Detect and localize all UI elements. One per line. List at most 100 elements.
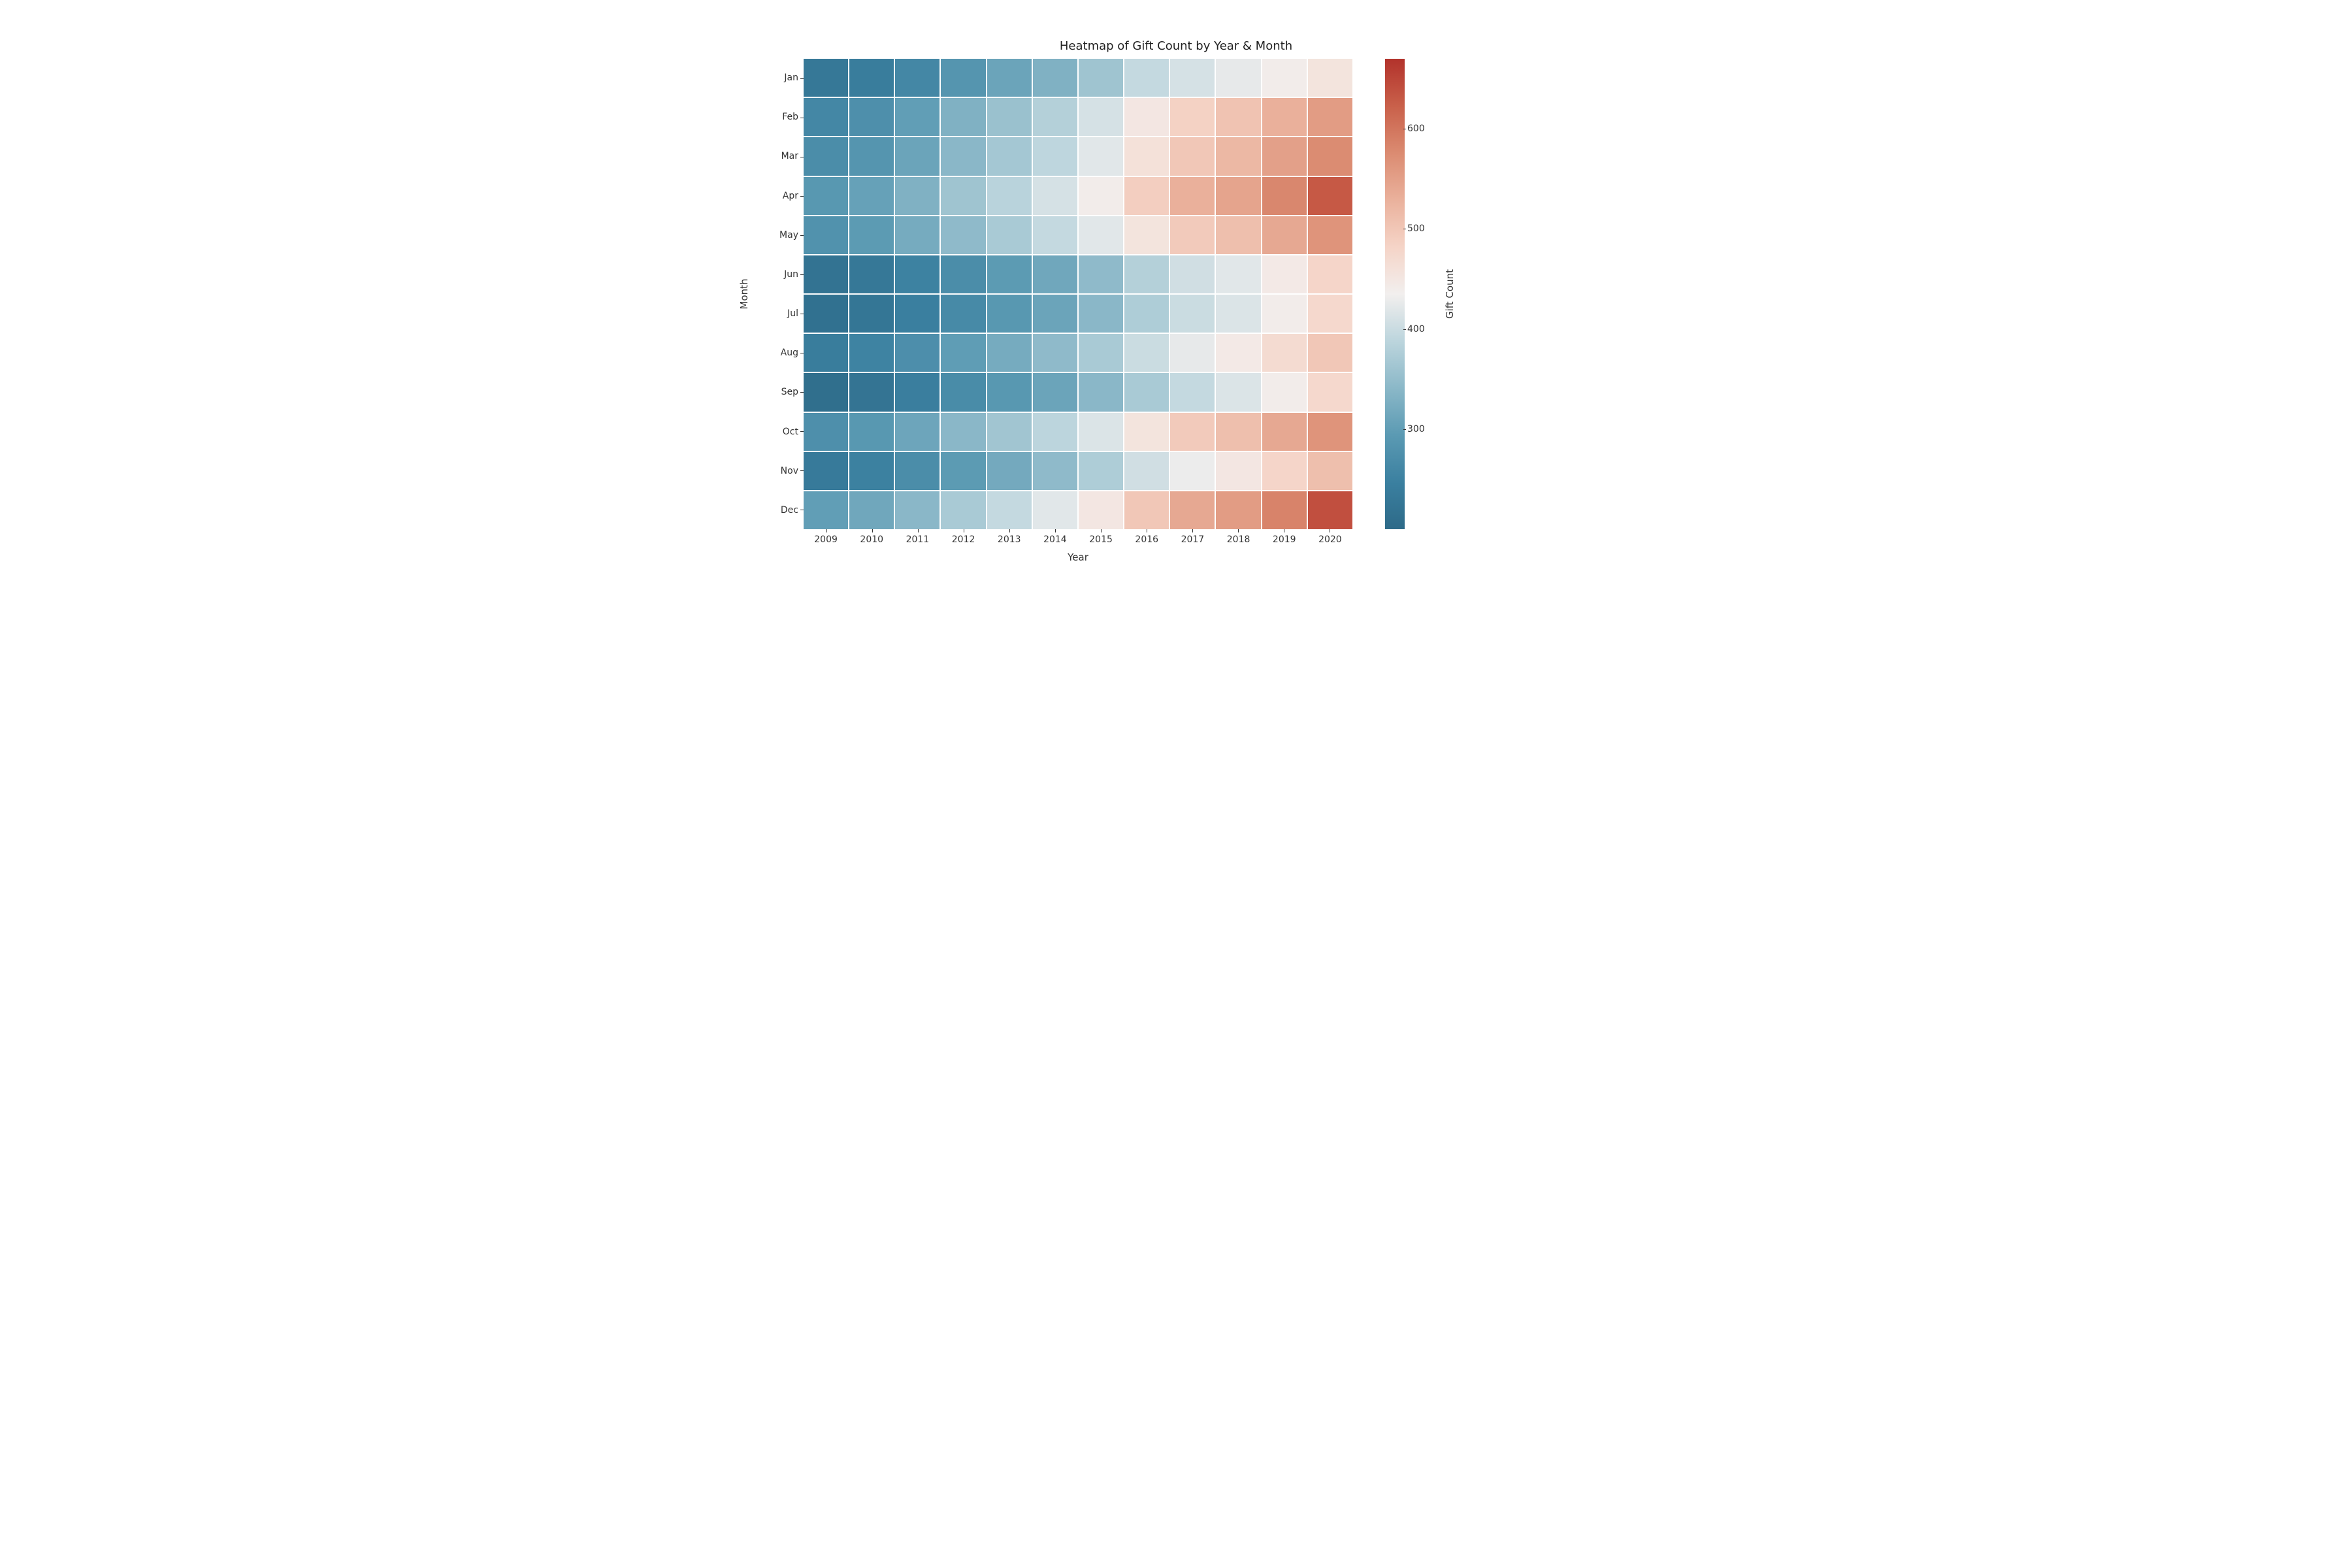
heatmap-cell [1124,137,1169,175]
heatmap-cell [895,59,939,97]
heatmap-cell [1124,255,1169,293]
heatmap-cell [1308,452,1352,490]
x-tick-label: 2012 [941,534,985,547]
colorbar-title: Gift Count [1444,59,1457,529]
y-tick-label: Mar [770,137,800,175]
heatmap-cell [1216,216,1260,254]
heatmap-cell [895,255,939,293]
heatmap-cell [1170,98,1215,136]
heatmap-cell [804,137,848,175]
heatmap-cell [1033,295,1077,333]
heatmap-cell [1262,452,1307,490]
heatmap-cell [804,452,848,490]
heatmap-cell [804,413,848,451]
colorbar-tick-label: 500 [1407,223,1425,234]
heatmap-cell [1170,137,1215,175]
heatmap-cell [1170,295,1215,333]
heatmap-cell [1079,373,1123,411]
heatmap-grid [804,59,1352,529]
heatmap-cell [849,59,894,97]
y-tick-label: Sep [770,373,800,411]
x-tick-label: 2013 [987,534,1032,547]
heatmap-cell [941,334,985,372]
heatmap-cell [1079,59,1123,97]
heatmap-cell [941,59,985,97]
heatmap-cell [1079,216,1123,254]
x-tick-label: 2019 [1262,534,1307,547]
heatmap-cell [1170,255,1215,293]
heatmap-cell [941,255,985,293]
heatmap-cell [1216,413,1260,451]
heatmap-cell [987,413,1032,451]
colorbar [1385,59,1405,529]
heatmap-cell [1308,334,1352,372]
heatmap-cell [895,216,939,254]
x-tick-label: 2014 [1033,534,1077,547]
heatmap-cell [1079,255,1123,293]
heatmap-cell [941,413,985,451]
heatmap-cell [1079,295,1123,333]
heatmap-cell [849,491,894,529]
heatmap-cell [1262,295,1307,333]
heatmap-cell [1170,491,1215,529]
heatmap-cell [987,59,1032,97]
x-tick-label: 2015 [1079,534,1123,547]
heatmap-cell [987,177,1032,215]
y-tick-label: Nov [770,452,800,490]
colorbar-gradient [1385,59,1405,529]
heatmap-cell [804,255,848,293]
heatmap-cell [895,295,939,333]
heatmap-cell [1033,98,1077,136]
heatmap-cell [1170,373,1215,411]
heatmap-cell [1262,255,1307,293]
y-tick-label: Apr [770,177,800,215]
heatmap-cell [1262,491,1307,529]
y-tick-label: May [770,216,800,254]
heatmap-cell [1033,491,1077,529]
heatmap-cell [849,373,894,411]
x-tick-label: 2016 [1124,534,1169,547]
heatmap-cell [1262,98,1307,136]
heatmap-cell [1308,255,1352,293]
heatmap-cell [804,334,848,372]
heatmap-cell [1308,177,1352,215]
heatmap-cell [849,413,894,451]
colorbar-tick-label: 400 [1407,324,1425,335]
heatmap-cell [1308,216,1352,254]
heatmap-cell [895,98,939,136]
y-axis-tick-labels: JanFebMarAprMayJunJulAugSepOctNovDec [770,59,800,529]
heatmap-cell [1308,413,1352,451]
x-tick-label: 2017 [1170,534,1215,547]
colorbar-tick-labels: 300400500600 [1407,59,1446,529]
heatmap-cell [1124,452,1169,490]
heatmap-cell [1033,452,1077,490]
y-tick-label: Dec [770,491,800,529]
heatmap-cell [895,413,939,451]
heatmap-cell [1262,59,1307,97]
heatmap-cell [849,137,894,175]
heatmap-cell [1308,491,1352,529]
heatmap-cell [1262,334,1307,372]
heatmap-cell [1262,137,1307,175]
heatmap-cell [1216,98,1260,136]
heatmap-cell [849,452,894,490]
y-tick-label: Aug [770,334,800,372]
heatmap-cell [1124,177,1169,215]
heatmap-cell [941,491,985,529]
x-axis-title: Year [804,551,1352,563]
heatmap-cell [987,334,1032,372]
heatmap-cell [1308,373,1352,411]
heatmap-cell [1033,216,1077,254]
heatmap-cell [1262,216,1307,254]
chart-title: Heatmap of Gift Count by Year & Month [686,39,1666,53]
heatmap-cell [849,255,894,293]
heatmap-cell [941,98,985,136]
heatmap-cell [849,98,894,136]
heatmap-cell [804,373,848,411]
y-tick-label: Oct [770,413,800,451]
heatmap-cell [1308,137,1352,175]
heatmap-cell [1124,373,1169,411]
heatmap-cell [1216,295,1260,333]
heatmap-cell [1124,295,1169,333]
heatmap-cell [895,334,939,372]
